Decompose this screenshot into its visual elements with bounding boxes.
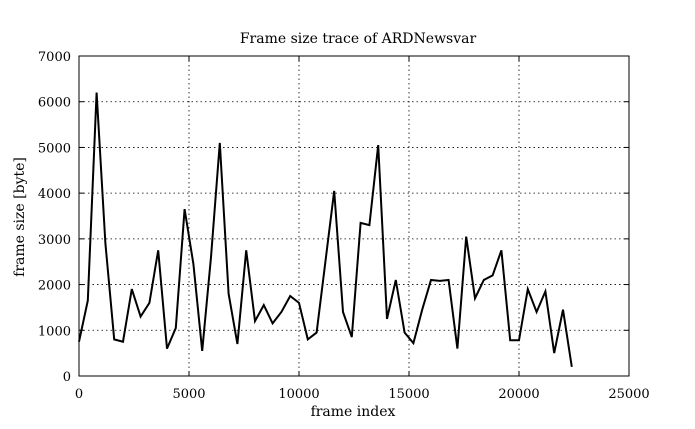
grid: [79, 56, 629, 376]
y-tick-label: 7000: [38, 50, 71, 65]
y-tick-label: 3000: [38, 233, 71, 248]
x-tick-label: 15000: [388, 387, 429, 402]
y-tick-label: 1000: [38, 324, 71, 339]
x-tick-label: 0: [75, 387, 83, 402]
x-tick-label: 20000: [498, 387, 539, 402]
series-layer: [78, 92, 573, 368]
y-tick-label: 5000: [38, 141, 71, 156]
chart-title: Frame size trace of ARDNewsvar: [240, 31, 477, 47]
series-line: [78, 92, 573, 368]
y-tick-label: 4000: [38, 187, 71, 202]
y-tick-label: 2000: [38, 279, 71, 294]
x-tick-label: 25000: [608, 387, 649, 402]
x-axis-title: frame index: [311, 404, 396, 420]
y-axis-title: frame size [byte]: [12, 157, 28, 277]
y-tick-label: 0: [63, 370, 71, 385]
plot-frame: [78, 55, 630, 377]
y-tick-label: 6000: [38, 96, 71, 111]
axis-ticks: 0 5000 10000 15000 20000 25000 0 1000 2000 3000 40…: [38, 50, 650, 402]
x-tick-label: 10000: [278, 387, 319, 402]
x-tick-label: 5000: [172, 387, 205, 402]
